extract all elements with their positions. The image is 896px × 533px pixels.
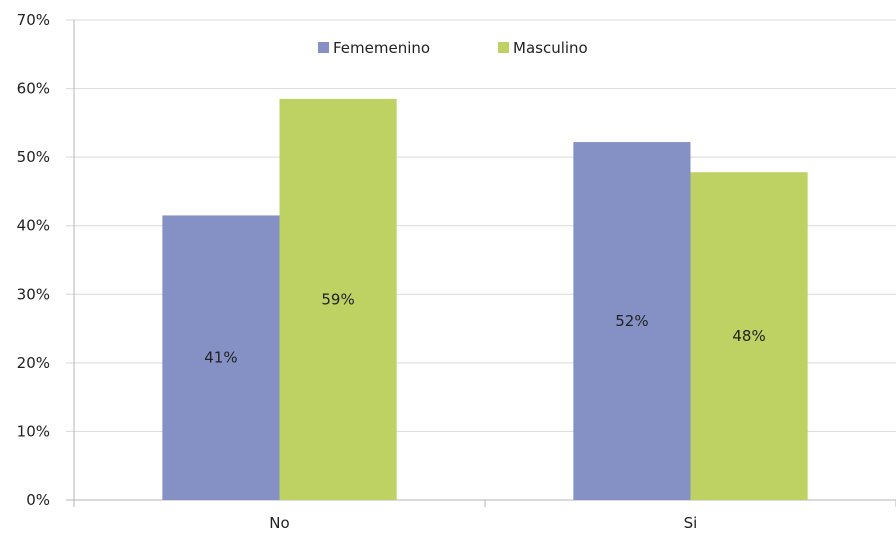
y-tick-label: 40% bbox=[17, 217, 50, 235]
y-tick-label: 70% bbox=[17, 11, 50, 29]
bar-fememenino-si bbox=[573, 142, 691, 501]
y-tick-label: 20% bbox=[17, 354, 50, 372]
legend-label: Fememenino bbox=[333, 39, 430, 57]
y-tick-label: 30% bbox=[17, 285, 50, 303]
y-tick-label: 10% bbox=[17, 422, 50, 440]
data-label: 41% bbox=[204, 349, 237, 367]
data-label: 48% bbox=[732, 327, 765, 345]
legend-swatch bbox=[498, 42, 509, 53]
legend: Fememenino Masculino bbox=[318, 39, 588, 57]
x-axis: No Si bbox=[73, 20, 896, 532]
bar-series bbox=[162, 98, 808, 501]
bar-masculino-si bbox=[690, 172, 808, 500]
data-label: 52% bbox=[615, 312, 648, 330]
data-labels: 41% 59% 52% 48% bbox=[204, 290, 765, 366]
legend-swatch bbox=[318, 42, 329, 53]
x-tick-label: Si bbox=[684, 514, 698, 532]
bar-masculino-no bbox=[279, 98, 397, 500]
x-tick-label: No bbox=[269, 514, 289, 532]
y-axis-ticks: 0% 10% 20% 30% 40% 50% 60% 70% bbox=[17, 11, 50, 509]
y-tick-label: 0% bbox=[26, 491, 50, 509]
bar-fememenino-no bbox=[162, 215, 280, 500]
legend-label: Masculino bbox=[513, 39, 588, 57]
y-tick-label: 50% bbox=[17, 148, 50, 166]
y-tick-label: 60% bbox=[17, 80, 50, 98]
data-label: 59% bbox=[321, 290, 354, 308]
